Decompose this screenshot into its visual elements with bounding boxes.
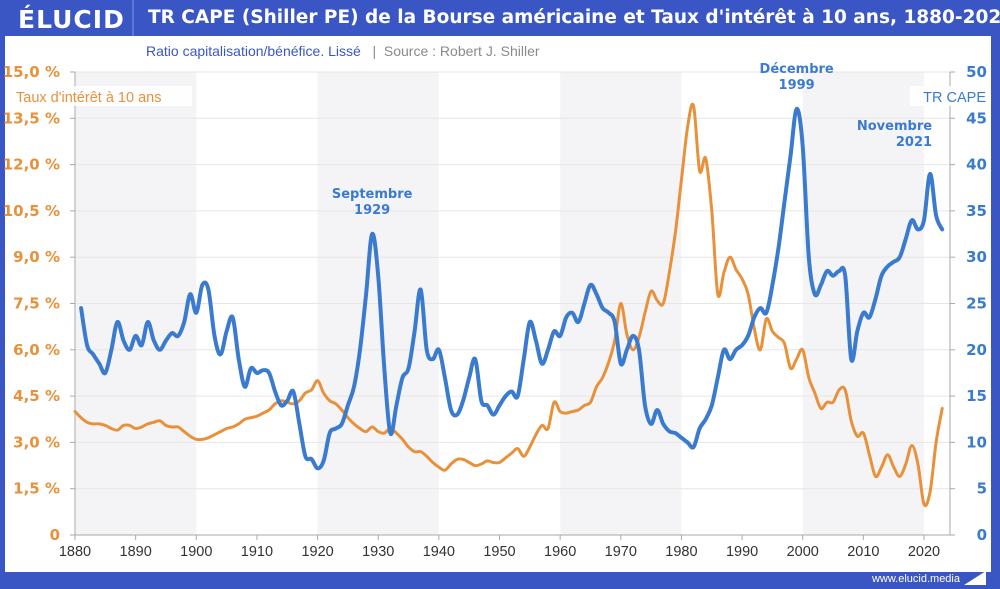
x-tick-label: 1960 — [544, 544, 576, 560]
x-tick-label: 1940 — [423, 544, 455, 560]
header-bar: ÉLUCID TR CAPE (Shiller PE) de la Bourse… — [0, 0, 1000, 36]
right-tick-label: 5 — [977, 480, 987, 498]
annotation-label: 2021 — [896, 135, 932, 150]
annotation-label: 1999 — [779, 78, 815, 93]
left-tick-label: 7,5 % — [13, 295, 60, 313]
left-axis-ticks: 0 1,5 % 3,0 % 4,5 % 6,0 % 7,5 % 9,0 % 10,5 % 12,… — [3, 63, 75, 544]
right-tick-label: 40 — [966, 156, 987, 174]
right-tick-label: 50 — [966, 63, 987, 81]
chart-title: TR CAPE (Shiller PE) de la Bourse améric… — [148, 7, 1000, 28]
x-tick-label: 1990 — [726, 544, 758, 560]
right-tick-label: 35 — [966, 202, 987, 220]
annotation-label: Décembre — [760, 62, 834, 77]
x-tick-label: 1930 — [362, 544, 394, 560]
elucid-logo: ÉLUCID — [18, 5, 125, 34]
interest-rate-line — [73, 102, 944, 508]
left-tick-label: 12,0 % — [3, 156, 60, 174]
left-tick-label: 15,0 % — [3, 63, 60, 81]
left-axis-label-bg — [12, 86, 192, 106]
x-tick-label: 1970 — [605, 544, 637, 560]
series-lines — [73, 102, 945, 508]
x-tick-label: 1900 — [180, 544, 212, 560]
right-tick-label: 45 — [966, 109, 987, 127]
left-axis-label: Taux d'intérêt à 10 ans — [16, 90, 161, 106]
axis-labels: Taux d'intérêt à 10 ans TR CAPE — [12, 86, 990, 106]
right-tick-label: 30 — [966, 248, 987, 266]
cape-line — [79, 106, 945, 471]
x-tick-label: 2000 — [787, 544, 819, 560]
chart-subtitle: Ratio capitalisation/bénéfice. Lissé | S… — [146, 43, 540, 59]
left-tick-label: 6,0 % — [13, 341, 60, 359]
left-tick-label: 9,0 % — [13, 248, 60, 266]
x-tick-label: 1880 — [59, 544, 91, 560]
elucid-flag-icon — [964, 571, 986, 585]
left-tick-label: 0 — [50, 526, 60, 544]
x-tick-label: 1920 — [301, 544, 333, 560]
right-tick-label: 0 — [977, 526, 987, 544]
left-tick-label: 4,5 % — [13, 387, 60, 405]
footer-url[interactable]: www.elucid.media — [871, 573, 960, 585]
left-tick-label: 1,5 % — [13, 480, 60, 498]
right-axis-label: TR CAPE — [923, 90, 986, 106]
x-tick-label: 1980 — [665, 544, 697, 560]
subtitle-separator: | — [372, 43, 377, 59]
x-tick-label: 1890 — [120, 544, 152, 560]
annotation-label: 1929 — [354, 203, 390, 218]
left-tick-label: 13,5 % — [3, 109, 60, 127]
x-axis-ticks: 1880 1890 1900 1910 1920 1930 1940 1950 1960 1970… — [59, 535, 940, 560]
x-tick-label: 2010 — [847, 544, 879, 560]
x-tick-label: 2020 — [908, 544, 940, 560]
right-tick-label: 10 — [966, 433, 987, 451]
right-tick-label: 15 — [966, 387, 987, 405]
right-tick-label: 25 — [966, 295, 987, 313]
right-tick-label: 20 — [966, 341, 987, 359]
annotation-label: Septembre — [332, 187, 413, 202]
subtitle-source: Source : Robert J. Shiller — [383, 43, 540, 59]
left-tick-label: 3,0 % — [13, 433, 60, 451]
x-tick-label: 1950 — [483, 544, 515, 560]
header-divider — [132, 0, 134, 36]
right-axis-ticks: 0 5 10 15 20 25 30 35 40 45 50 — [950, 63, 987, 544]
x-tick-label: 1910 — [241, 544, 273, 560]
right-axis-label-bg — [910, 86, 990, 106]
left-tick-label: 10,5 % — [3, 202, 60, 220]
subtitle-description: Ratio capitalisation/bénéfice. Lissé — [146, 43, 361, 59]
annotation-label: Novembre — [857, 119, 932, 134]
